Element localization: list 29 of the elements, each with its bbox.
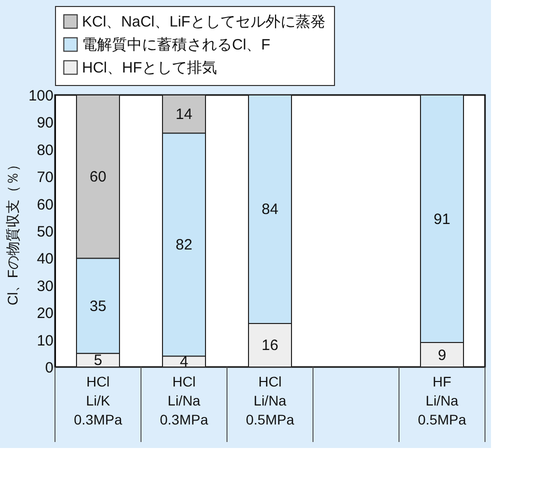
- data-label: 4: [180, 354, 188, 371]
- y-tick-label: 70: [36, 169, 54, 186]
- legend-label: 電解質中に蓄積されるCl、F: [82, 36, 270, 54]
- legend-label: KCl、NaCl、LiFとしてセル外に蒸発: [82, 14, 326, 30]
- y-tick-label: 50: [36, 224, 54, 240]
- y-tick-label: 100: [28, 88, 54, 104]
- y-tick-label: 60: [36, 196, 54, 214]
- y-tick-label: 30: [36, 278, 54, 295]
- data-label: 35: [90, 298, 106, 315]
- data-label: 5: [94, 352, 102, 370]
- legend-label: HCl、HFとして排気: [82, 60, 217, 76]
- data-label: 60: [90, 168, 106, 186]
- data-label: 84: [262, 201, 278, 218]
- data-label: 82: [176, 236, 192, 254]
- y-tick-label: 10: [36, 332, 54, 350]
- y-tick-label: 0: [45, 360, 54, 376]
- x-tick-label: HCl Li/Na 0.5MPa: [246, 374, 294, 428]
- y-tick-label: 90: [36, 114, 54, 132]
- data-label: 91: [434, 210, 450, 228]
- data-label: 14: [176, 106, 192, 124]
- x-tick-label: HCl Li/Na 0.3MPa: [160, 374, 208, 428]
- x-tick-label: HF Li/Na 0.5MPa: [418, 374, 466, 428]
- y-tick-label: 20: [36, 305, 54, 322]
- data-label: 16: [262, 337, 278, 354]
- y-tick-label: 40: [36, 250, 54, 268]
- x-tick-label: HCl Li/K 0.3MPa: [74, 374, 122, 428]
- y-tick-label: 80: [36, 142, 54, 159]
- data-label: 9: [438, 346, 446, 364]
- y-axis-title: Cl、Fの物質収支（％）: [4, 158, 20, 306]
